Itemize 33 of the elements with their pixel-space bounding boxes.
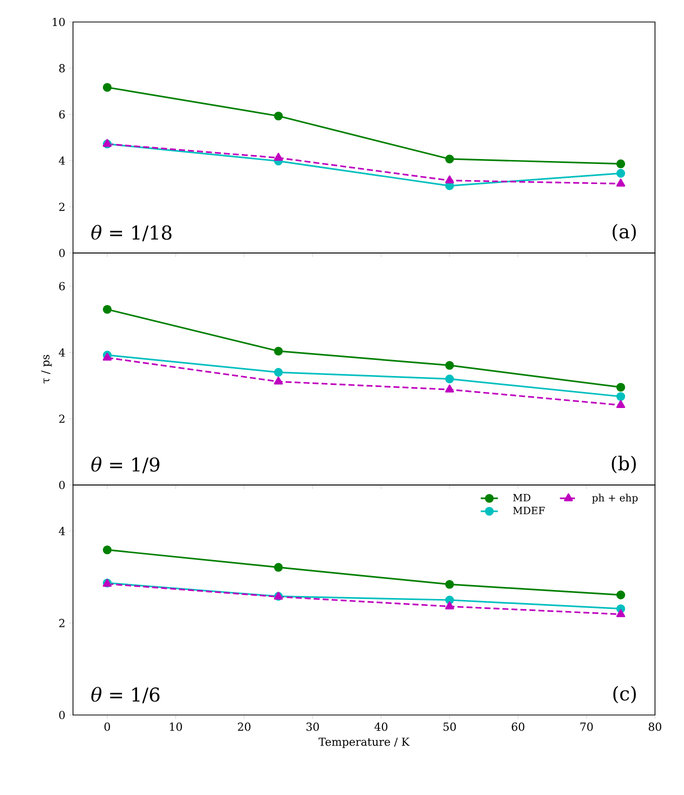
x-tick-label: 60	[512, 722, 524, 731]
annotation: θ = 1/6	[91, 686, 160, 704]
y-axis-title: τ / ps	[41, 354, 52, 384]
legend-label: MD	[513, 494, 530, 502]
x-tick-label: 10	[170, 722, 182, 731]
x-tick-label: 80	[648, 722, 662, 731]
y-tick-label: 0	[59, 710, 65, 720]
annotation: (a)	[612, 224, 636, 242]
x-tick-label: 50	[444, 722, 456, 731]
y-tick-label: 2	[59, 414, 64, 423]
y-tick-label: 2	[59, 618, 64, 628]
y-tick-label: 4	[58, 156, 65, 165]
y-tick-label: 8	[59, 64, 65, 72]
annotation: θ = 1/18	[91, 224, 172, 242]
y-tick-label: 6	[59, 110, 65, 119]
x-axis-title: Temperature / K	[318, 738, 410, 748]
x-tick-label: 20	[238, 722, 250, 731]
y-tick-label: 10	[52, 18, 65, 26]
x-tick-label: 30	[306, 722, 319, 731]
y-tick-label: 4	[58, 526, 65, 536]
y-tick-label: 0	[59, 480, 65, 490]
annotation: θ = 1/9	[91, 456, 160, 474]
x-tick-label: 0	[104, 722, 110, 731]
y-tick-label: 4	[58, 348, 65, 357]
annotation: (b)	[612, 456, 636, 474]
y-tick-label: 0	[59, 248, 65, 258]
legend-label: ph + ehp	[592, 494, 638, 504]
annotation: (c)	[613, 686, 636, 704]
legend-label: MDEF	[513, 506, 545, 514]
y-tick-label: 6	[59, 282, 65, 290]
x-tick-label: 70	[580, 722, 593, 731]
x-tick-label: 40	[374, 722, 388, 731]
y-tick-label: 2	[59, 202, 64, 211]
